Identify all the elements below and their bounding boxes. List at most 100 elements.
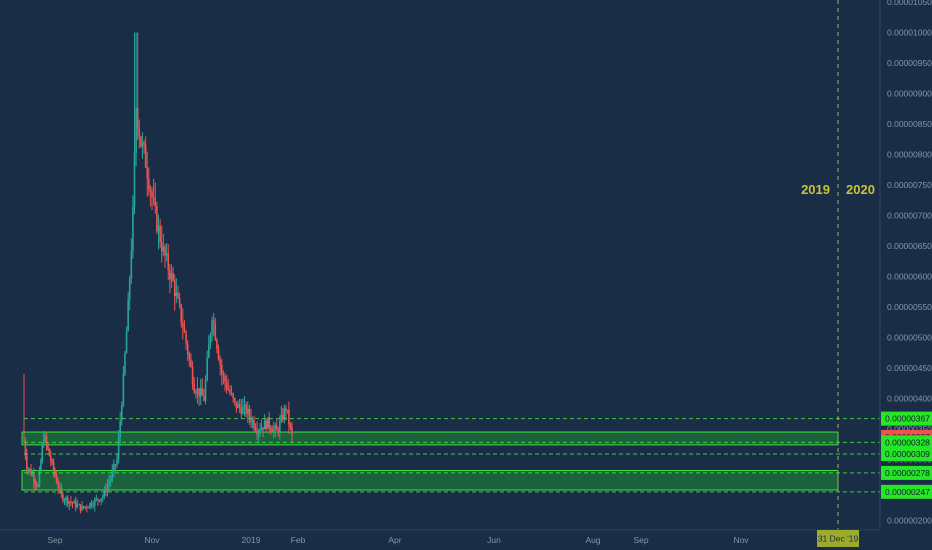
time-tick-label: Apr — [388, 535, 401, 545]
candle-body — [263, 420, 266, 430]
candle-body — [186, 343, 189, 355]
candle-body — [180, 304, 183, 323]
candle-body — [224, 375, 226, 383]
candle-body — [108, 481, 110, 486]
support-zone — [21, 431, 839, 446]
candle-body — [42, 439, 45, 446]
price-tick-label: 0.00001050 — [887, 0, 932, 7]
candle-body — [156, 205, 158, 232]
candle-body — [227, 388, 230, 390]
price-level-badges: 0.000003670.000003370.000003280.00000309… — [881, 411, 932, 499]
price-level-label: 0.00000247 — [885, 487, 930, 497]
candle-body — [82, 506, 85, 508]
candle-body — [101, 496, 104, 499]
candle-body — [201, 388, 204, 396]
candle-body — [148, 178, 150, 190]
price-level-label: 0.00000328 — [885, 437, 930, 447]
candle-body — [206, 358, 208, 380]
candle-body — [116, 458, 118, 465]
candle-body — [203, 395, 205, 401]
candle-body — [169, 270, 171, 280]
candle-body — [283, 408, 286, 420]
candle-body — [66, 497, 69, 504]
candle-body — [175, 292, 178, 297]
candle-body — [177, 292, 179, 298]
price-level-badge — [881, 411, 932, 426]
candle-body — [225, 382, 228, 389]
candle-body — [198, 388, 200, 397]
time-tick-label: Jun — [487, 535, 501, 545]
candle-body — [272, 428, 275, 432]
candle-body — [62, 494, 64, 501]
candle-body — [204, 379, 207, 401]
candle-body — [84, 506, 87, 508]
candle-body — [280, 414, 283, 422]
candle-body — [259, 430, 261, 432]
candle-body — [251, 420, 254, 423]
candle-body — [211, 320, 213, 335]
candle-body — [135, 107, 137, 153]
candle-body — [130, 251, 133, 279]
candle-body — [193, 384, 195, 393]
candle-body — [26, 455, 28, 470]
price-tick-label: 0.00000350 — [887, 424, 932, 434]
candle-body — [289, 424, 292, 427]
candle-body — [27, 468, 30, 470]
candle-body — [68, 501, 71, 504]
candle-body — [235, 401, 238, 409]
candle-body — [237, 403, 239, 409]
price-tick-label: 0.00000900 — [887, 89, 932, 99]
candle-body — [291, 426, 293, 435]
candle-body — [103, 489, 106, 497]
candle-body — [256, 430, 258, 435]
year-divider: 2019 2020 — [801, 0, 875, 530]
candle-body — [24, 441, 27, 456]
candle-body — [232, 393, 234, 399]
candle-body — [125, 330, 128, 354]
price-level-label: 0.00000309 — [885, 449, 930, 459]
candle-body — [286, 409, 289, 411]
divider-date-label: 31 Dec '19 — [818, 534, 859, 544]
candle-body — [151, 191, 153, 198]
candle-body — [81, 506, 83, 511]
candle-body — [275, 425, 278, 431]
candle-body — [128, 278, 131, 300]
candle-body — [113, 464, 115, 471]
candle-body — [268, 417, 270, 428]
price-tick-label: 0.00000400 — [887, 394, 932, 404]
candle-body — [37, 485, 39, 487]
candle-body — [146, 167, 149, 179]
candle-body — [274, 425, 277, 429]
candle-body — [124, 353, 126, 374]
candle-body — [188, 354, 191, 360]
candle-body — [78, 504, 80, 506]
candle-body — [172, 273, 174, 281]
time-tick-label: Nov — [733, 535, 749, 545]
price-tick-label: 0.00000950 — [887, 58, 932, 68]
candle-body — [230, 393, 233, 395]
candle-body — [222, 374, 225, 376]
candle-body — [100, 498, 102, 502]
candle-body — [246, 408, 249, 414]
candle-body — [248, 408, 251, 417]
time-tick-label: Sep — [633, 535, 648, 545]
candle-body — [74, 501, 77, 508]
candle-body — [120, 405, 123, 421]
candle-body — [253, 420, 255, 429]
candle-body — [196, 388, 199, 394]
candles — [23, 32, 293, 514]
candle-body — [47, 444, 49, 449]
time-axis[interactable]: Sep Nov 2019 Feb Apr Jun Aug Sep Nov 31 Dec '19 — [0, 529, 880, 547]
candle-body — [243, 404, 246, 407]
candle-body — [157, 225, 160, 232]
price-level-lines — [24, 418, 880, 493]
price-level-label: 0.00000278 — [885, 468, 930, 478]
candle-body — [250, 416, 252, 423]
candle-body — [95, 498, 98, 500]
candle-body — [149, 189, 152, 192]
candle-body — [79, 504, 82, 511]
candle-body — [266, 417, 269, 430]
candle-body — [65, 497, 67, 501]
candle-body — [277, 430, 280, 432]
